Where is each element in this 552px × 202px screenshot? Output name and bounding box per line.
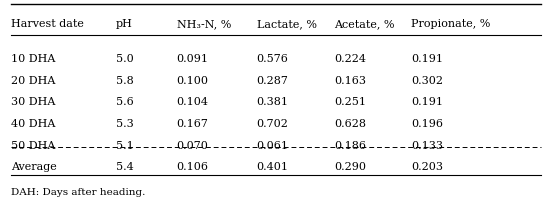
Text: 0.702: 0.702 (257, 119, 289, 129)
Text: 0.203: 0.203 (411, 161, 443, 171)
Text: 0.106: 0.106 (177, 161, 209, 171)
Text: 5.8: 5.8 (116, 75, 134, 85)
Text: Harvest date: Harvest date (11, 19, 84, 29)
Text: 0.167: 0.167 (177, 119, 209, 129)
Text: 0.104: 0.104 (177, 97, 209, 107)
Text: 0.091: 0.091 (177, 53, 209, 63)
Text: Average: Average (11, 161, 57, 171)
Text: 0.163: 0.163 (334, 75, 366, 85)
Text: 0.061: 0.061 (257, 141, 289, 150)
Text: 0.070: 0.070 (177, 141, 209, 150)
Text: 0.576: 0.576 (257, 53, 289, 63)
Text: 5.3: 5.3 (116, 119, 134, 129)
Text: 0.287: 0.287 (257, 75, 289, 85)
Text: 0.381: 0.381 (257, 97, 289, 107)
Text: 0.133: 0.133 (411, 141, 443, 150)
Text: 10 DHA: 10 DHA (11, 53, 55, 63)
Text: 30 DHA: 30 DHA (11, 97, 55, 107)
Text: 0.191: 0.191 (411, 53, 443, 63)
Text: 5.1: 5.1 (116, 141, 134, 150)
Text: 0.251: 0.251 (334, 97, 366, 107)
Text: 0.290: 0.290 (334, 161, 366, 171)
Text: 0.186: 0.186 (334, 141, 366, 150)
Text: Lactate, %: Lactate, % (257, 19, 317, 29)
Text: 50 DHA: 50 DHA (11, 141, 55, 150)
Text: 5.6: 5.6 (116, 97, 134, 107)
Text: 20 DHA: 20 DHA (11, 75, 55, 85)
Text: 0.100: 0.100 (177, 75, 209, 85)
Text: 0.191: 0.191 (411, 97, 443, 107)
Text: 0.196: 0.196 (411, 119, 443, 129)
Text: Acetate, %: Acetate, % (334, 19, 395, 29)
Text: 5.0: 5.0 (116, 53, 134, 63)
Text: 40 DHA: 40 DHA (11, 119, 55, 129)
Text: DAH: Days after heading.: DAH: Days after heading. (11, 187, 145, 196)
Text: 5.4: 5.4 (116, 161, 134, 171)
Text: 0.224: 0.224 (334, 53, 366, 63)
Text: 0.628: 0.628 (334, 119, 366, 129)
Text: Propionate, %: Propionate, % (411, 19, 491, 29)
Text: NH₃-N, %: NH₃-N, % (177, 19, 231, 29)
Text: pH: pH (116, 19, 133, 29)
Text: 0.401: 0.401 (257, 161, 289, 171)
Text: 0.302: 0.302 (411, 75, 443, 85)
